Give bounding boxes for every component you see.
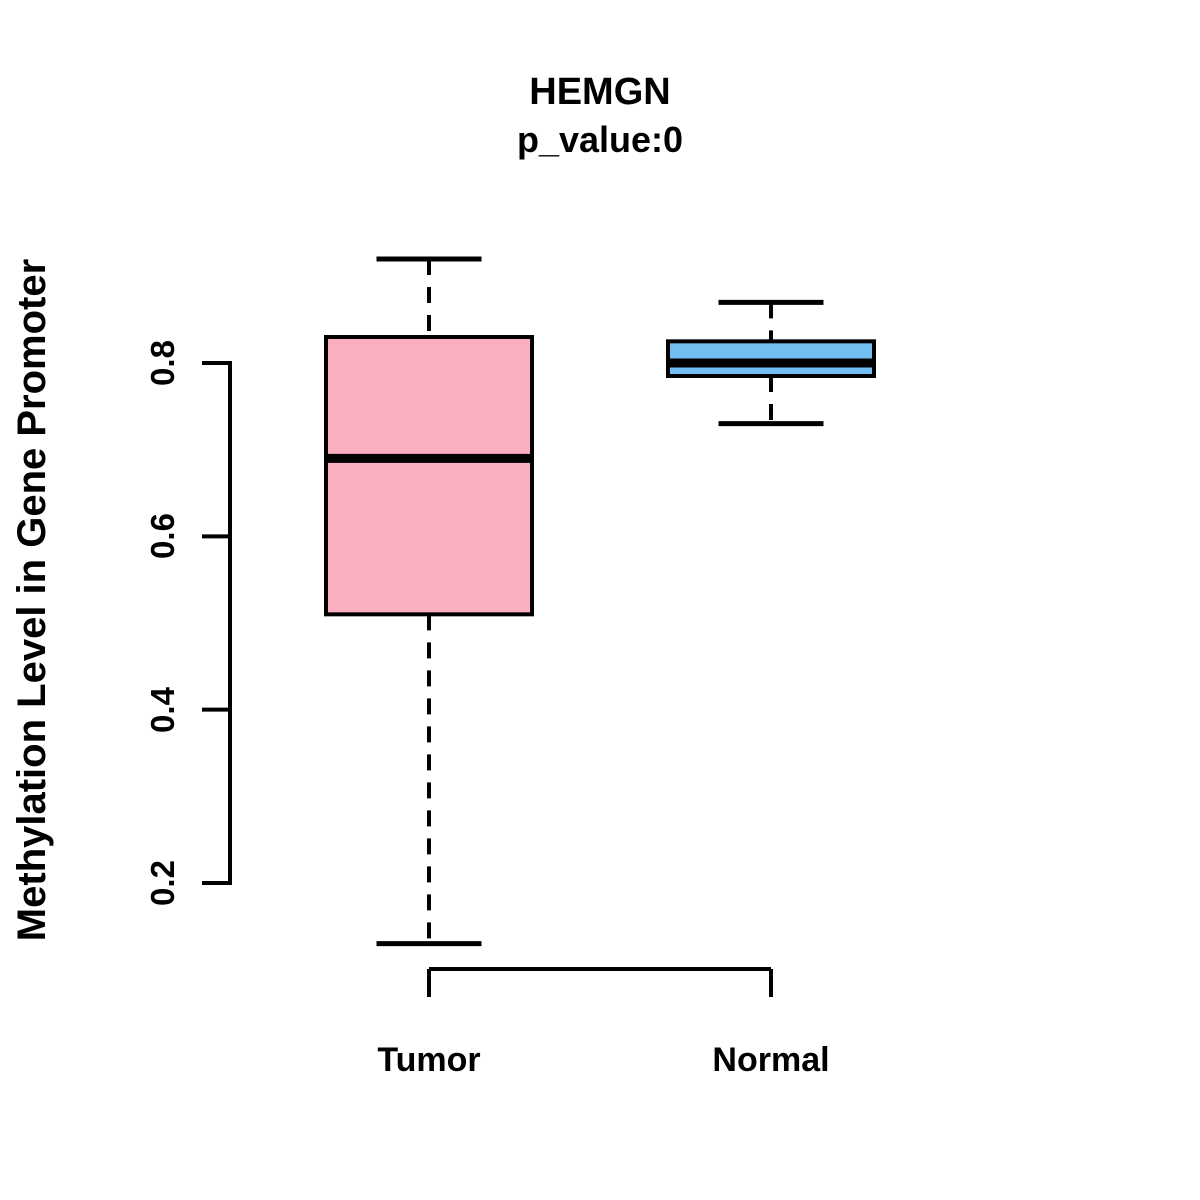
y-axis-label: Methylation Level in Gene Promoter: [10, 258, 54, 942]
chart-title: HEMGN: [529, 71, 671, 113]
y-tick-label: 0.6: [144, 513, 181, 560]
y-tick-label: 0.4: [144, 686, 181, 733]
x-category-label-normal: Normal: [712, 1041, 830, 1079]
tumor-iqr-box: [324, 335, 534, 617]
y-tick-label: 0.2: [144, 860, 181, 906]
y-tick-label: 0.8: [144, 340, 181, 386]
chart-subtitle: p_value:0: [516, 119, 684, 160]
x-category-label-tumor: Tumor: [377, 1041, 481, 1079]
